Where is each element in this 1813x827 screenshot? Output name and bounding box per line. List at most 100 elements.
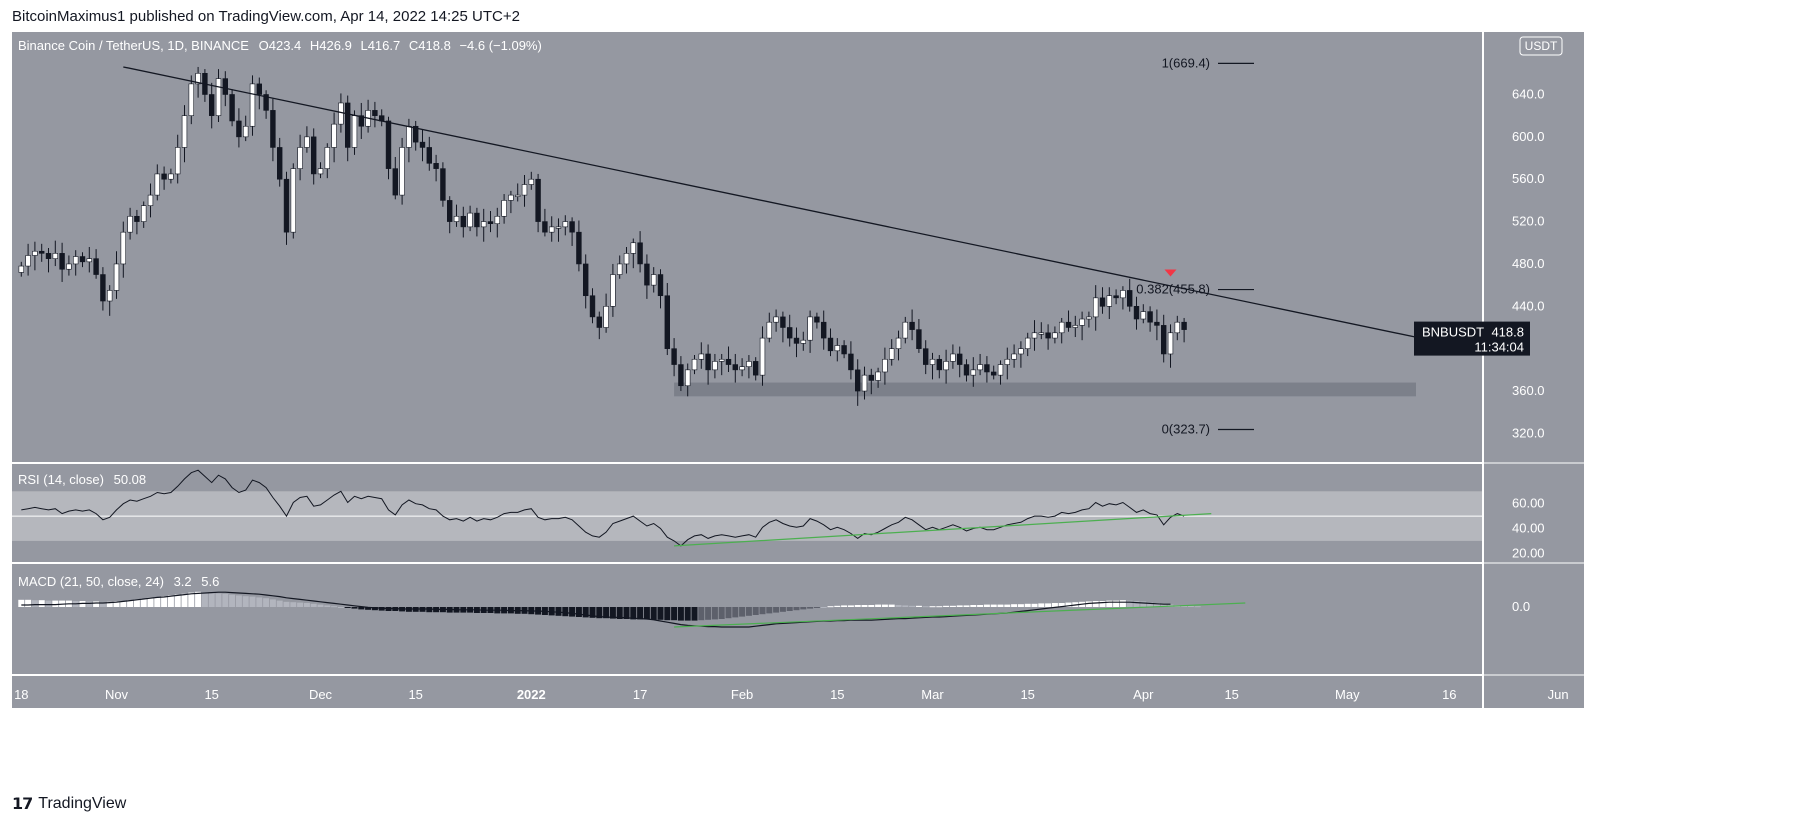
candle-up[interactable]: [882, 358, 888, 373]
candle-up[interactable]: [1140, 311, 1147, 320]
candle-down[interactable]: [446, 200, 453, 222]
candle-up[interactable]: [399, 147, 405, 196]
price-axis[interactable]: [1484, 32, 1584, 708]
candle-down[interactable]: [752, 361, 759, 376]
candle-up[interactable]: [304, 136, 310, 148]
footer[interactable]: 𝟭𝟳 TradingView: [12, 794, 126, 814]
candle-up[interactable]: [141, 205, 147, 222]
candle-up[interactable]: [120, 231, 127, 265]
candle-up[interactable]: [1059, 321, 1065, 334]
candle-up[interactable]: [807, 316, 813, 341]
candle-down[interactable]: [38, 250, 45, 254]
candle-down[interactable]: [582, 263, 589, 297]
candle-up[interactable]: [970, 369, 977, 376]
candle-down[interactable]: [1099, 297, 1106, 307]
candle-down[interactable]: [637, 242, 643, 265]
candle-down[interactable]: [385, 120, 392, 169]
candle-down[interactable]: [916, 329, 922, 349]
candle-up[interactable]: [25, 255, 31, 267]
candle-up[interactable]: [800, 339, 807, 344]
candle-up[interactable]: [297, 147, 303, 169]
candle-up[interactable]: [72, 256, 79, 265]
currency-badge[interactable]: [1519, 36, 1563, 56]
candle-down[interactable]: [848, 353, 854, 371]
candle-up[interactable]: [168, 173, 174, 180]
candle-down[interactable]: [569, 221, 575, 233]
legend-row[interactable]: Binance Coin / TetherUS, 1D, BINANCE O42…: [18, 38, 542, 53]
fib-levels[interactable]: 1(669.4) 0.382(455.8) 0(323.7): [1136, 55, 1254, 436]
candle-up[interactable]: [603, 306, 609, 328]
candle-up[interactable]: [888, 348, 895, 360]
candle-up[interactable]: [895, 337, 902, 349]
candle-down[interactable]: [487, 221, 494, 224]
candle-up[interactable]: [243, 125, 249, 138]
candle-up[interactable]: [331, 123, 337, 148]
macd-pane[interactable]: [12, 564, 1482, 674]
candle-up[interactable]: [902, 321, 909, 339]
candle-up[interactable]: [467, 212, 473, 228]
candle-up[interactable]: [1031, 332, 1038, 339]
candle-up[interactable]: [494, 215, 500, 224]
candle-up[interactable]: [249, 83, 256, 127]
candle-up[interactable]: [514, 194, 521, 197]
candle-down[interactable]: [392, 168, 398, 196]
candle-up[interactable]: [834, 345, 841, 352]
candle-down[interactable]: [100, 274, 106, 302]
candle-down[interactable]: [1147, 311, 1153, 323]
candle-up[interactable]: [698, 353, 705, 360]
candle-down[interactable]: [596, 316, 603, 328]
candle-up[interactable]: [997, 364, 1004, 376]
candle-up[interactable]: [154, 173, 160, 196]
chart-widget[interactable]: 1(669.4) 0.382(455.8) 0(323.7) 640.0 600.0 5…: [12, 32, 1804, 784]
candle-down[interactable]: [440, 168, 446, 201]
candle-up[interactable]: [623, 253, 630, 265]
candle-down[interactable]: [793, 337, 800, 344]
candle-up[interactable]: [1052, 332, 1058, 339]
candle-down[interactable]: [963, 364, 970, 376]
candles[interactable]: [18, 66, 1187, 406]
candle-up[interactable]: [943, 361, 949, 371]
candle-up[interactable]: [616, 263, 623, 275]
candle-up[interactable]: [977, 364, 983, 371]
candle-up[interactable]: [480, 221, 487, 228]
candle-down[interactable]: [1154, 321, 1160, 326]
candle-down[interactable]: [283, 178, 290, 233]
candle-down[interactable]: [909, 321, 915, 330]
candle-down[interactable]: [705, 353, 711, 371]
candle-down[interactable]: [780, 316, 786, 328]
candle-up[interactable]: [630, 242, 637, 254]
candle-down[interactable]: [419, 141, 426, 148]
chart-svg[interactable]: 1(669.4) 0.382(455.8) 0(323.7) 640.0 600.0 5…: [12, 32, 1804, 784]
candle-down[interactable]: [990, 371, 997, 376]
candle-down[interactable]: [229, 94, 235, 122]
macd-legend[interactable]: MACD (21, 50, close, 24) 3.2 5.6: [18, 574, 219, 589]
candle-up[interactable]: [1120, 290, 1126, 299]
candle-up[interactable]: [718, 358, 725, 362]
candle-down[interactable]: [854, 369, 861, 392]
candle-up[interactable]: [1011, 353, 1017, 360]
candle-down[interactable]: [1161, 325, 1167, 355]
candle-down[interactable]: [372, 110, 378, 116]
candle-down[interactable]: [678, 364, 684, 387]
candle-down[interactable]: [725, 358, 732, 365]
candle-down[interactable]: [256, 83, 262, 95]
candle-up[interactable]: [501, 200, 507, 217]
candle-up[interactable]: [875, 371, 881, 381]
candle-down[interactable]: [474, 212, 480, 228]
candle-up[interactable]: [508, 194, 514, 201]
candle-down[interactable]: [426, 147, 432, 164]
candle-down[interactable]: [79, 256, 86, 263]
candle-up[interactable]: [929, 358, 936, 365]
candle-up[interactable]: [406, 125, 412, 148]
time-axis[interactable]: [12, 676, 1482, 708]
candle-up[interactable]: [107, 290, 113, 302]
candle-down[interactable]: [263, 94, 269, 111]
candle-up[interactable]: [1167, 332, 1174, 355]
candle-up[interactable]: [650, 274, 657, 286]
candle-down[interactable]: [1181, 321, 1187, 330]
candle-down[interactable]: [270, 110, 276, 148]
candle-up[interactable]: [1174, 321, 1181, 334]
candle-up[interactable]: [1018, 348, 1024, 355]
candle-down[interactable]: [542, 221, 548, 233]
candle-down[interactable]: [664, 295, 671, 349]
